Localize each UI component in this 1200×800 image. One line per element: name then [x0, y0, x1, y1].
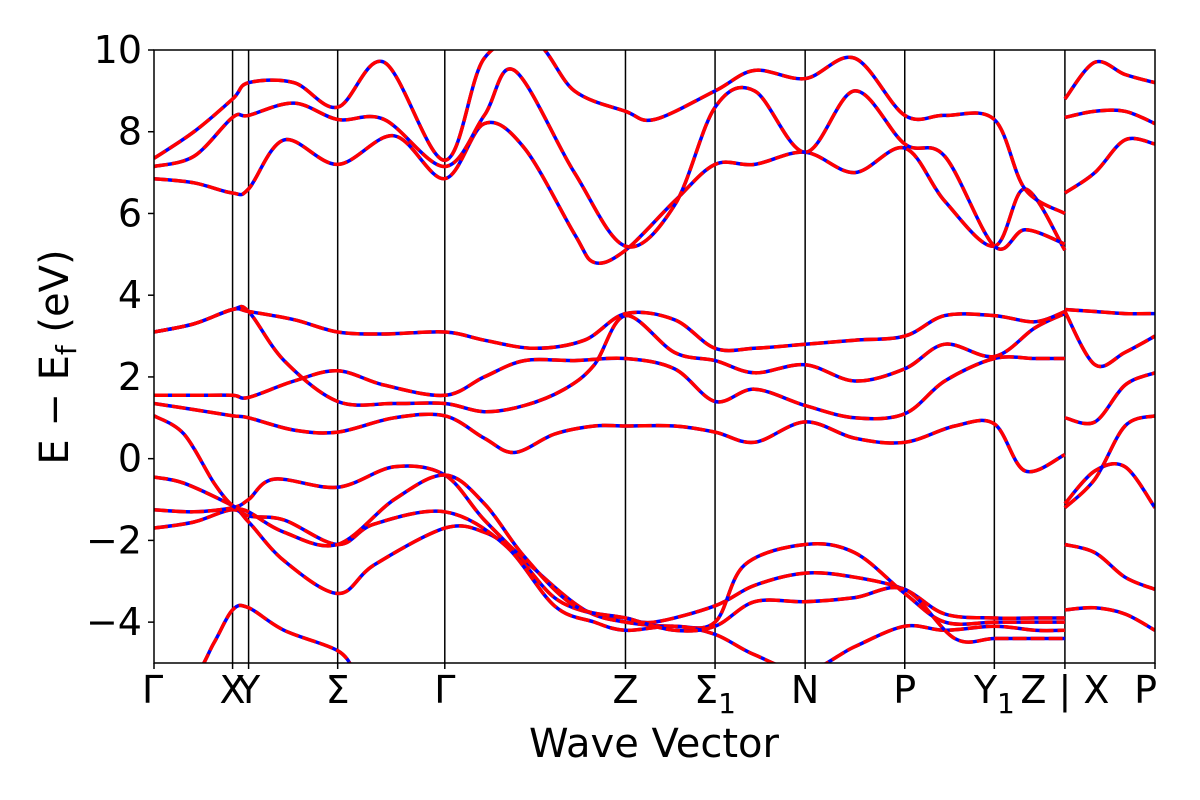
band-line — [1064, 108, 1155, 126]
x-axis-ticks: Γ XY Σ Γ Z Σ1 N P Y1 Z | X P — [142, 663, 1157, 720]
y-tick-label: 10 — [94, 28, 142, 72]
x-tick-label: Σ1 — [694, 668, 736, 720]
band-lines — [154, 50, 1155, 663]
band-line — [154, 120, 1067, 265]
band-line-underlay — [154, 306, 1066, 353]
y-axis-title-subscript: f — [50, 344, 83, 355]
band-line — [154, 50, 1066, 216]
x-tick-label: Y1 — [973, 668, 1015, 720]
x-tick-label: Σ — [326, 668, 350, 712]
y-tick-label: 0 — [118, 437, 142, 481]
band-line — [154, 414, 1065, 644]
x-tick-label: P — [893, 668, 916, 712]
band-line-underlay — [154, 50, 1066, 216]
band-line — [1064, 307, 1155, 316]
x-tick-label: Γ — [142, 668, 163, 712]
y-tick-label: 8 — [118, 110, 142, 154]
x-tick-label: Y — [236, 668, 261, 712]
band-line — [1063, 310, 1155, 369]
y-tick-label: 2 — [118, 355, 142, 399]
band-line-underlay — [1063, 414, 1155, 509]
band-line — [154, 475, 1065, 663]
band-line — [1063, 59, 1155, 101]
kpoint-lines — [231, 50, 1066, 663]
y-tick-label: −2 — [86, 518, 142, 562]
y-tick-label: 6 — [118, 191, 142, 235]
band-line — [1064, 542, 1155, 592]
y-axis-title-main: E − E — [32, 355, 78, 465]
band-line — [201, 603, 352, 663]
x-axis-title: Wave Vector — [529, 721, 780, 767]
band-line — [1063, 462, 1155, 509]
band-line — [1063, 136, 1155, 195]
band-line — [1064, 371, 1155, 426]
band-line-underlay — [154, 401, 1066, 474]
band-line — [1063, 414, 1155, 509]
band-line — [154, 464, 1065, 630]
x-tick-label: Z — [612, 668, 638, 712]
band-line — [154, 306, 1066, 353]
y-axis-ticks: −4 −2 0 2 4 6 8 10 — [86, 28, 154, 644]
y-tick-label: 4 — [118, 273, 142, 317]
band-line-underlay — [1064, 542, 1155, 592]
band-line-underlay — [154, 120, 1067, 265]
x-tick-label: P — [1134, 668, 1157, 712]
band-line — [1064, 605, 1155, 632]
x-tick-label: Γ — [434, 668, 455, 712]
band-line-underlay — [1063, 136, 1155, 195]
x-tick-label: N — [791, 668, 819, 712]
band-line — [154, 304, 1066, 414]
x-tick-label: X — [220, 668, 246, 712]
plot-frame — [153, 49, 1156, 664]
y-axis-title: E − Ef (eV) — [32, 249, 83, 464]
band-line-underlay — [154, 67, 1066, 251]
y-tick-label: −4 — [86, 600, 142, 644]
y-axis-title-unit: (eV) — [32, 249, 78, 345]
band-line — [154, 401, 1066, 474]
band-line — [154, 508, 1065, 625]
band-line — [154, 67, 1066, 251]
x-tick-label: Z | X — [1020, 668, 1109, 713]
band-line-underlay — [154, 475, 1065, 663]
